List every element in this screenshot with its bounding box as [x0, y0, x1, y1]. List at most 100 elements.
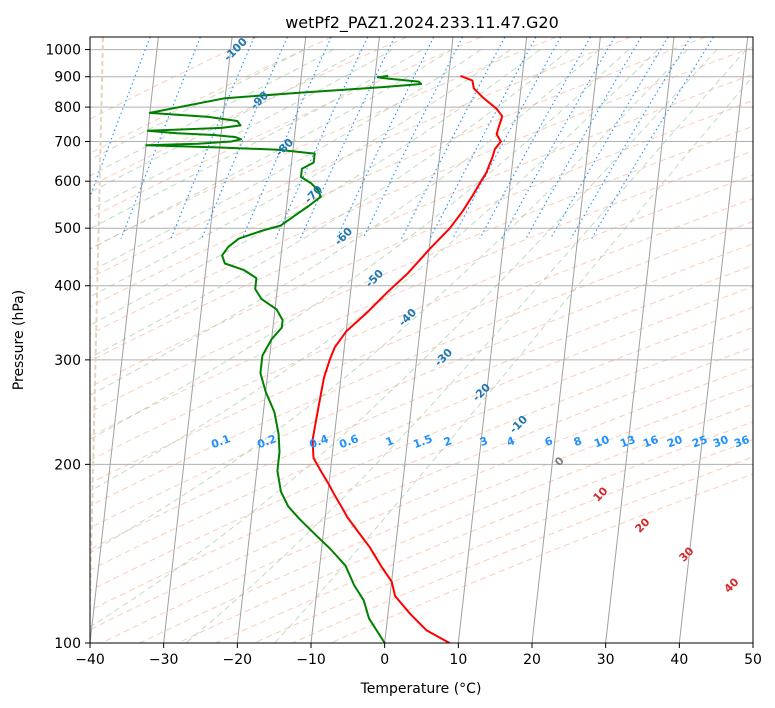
mixing-ratio-label: 10	[592, 433, 611, 451]
dry-adiabat	[90, 125, 753, 413]
mixing-ratio-line	[479, 37, 591, 239]
isotherm-line	[457, 37, 528, 643]
y-tick-label: 200	[54, 457, 81, 473]
mixing-ratio-label: 8	[572, 434, 584, 449]
mixing-ratio-label: 6	[543, 434, 555, 449]
y-tick-label: 500	[54, 221, 81, 237]
reference-curves	[90, 37, 104, 643]
x-tick-label: 30	[597, 652, 615, 668]
mixing-ratio-line	[452, 37, 562, 239]
mixing-ratio-line	[591, 37, 714, 239]
dry-adiabat	[90, 306, 753, 591]
isotherm-line	[90, 37, 159, 643]
isotherm-line	[384, 37, 454, 643]
mixing-ratio-label: 25	[690, 433, 709, 450]
temperature-profile-line	[311, 74, 504, 643]
dry-adiabat	[90, 174, 753, 461]
y-tick-label: 600	[54, 174, 81, 190]
x-tick-label: 10	[449, 652, 467, 668]
mixing-ratio-lines	[90, 37, 714, 239]
mixing-ratio-label: 36	[732, 433, 751, 451]
mixing-ratio-label: 0.2	[255, 432, 278, 451]
mixing-ratio-label: 0.1	[209, 432, 232, 451]
dry-adiabat	[90, 37, 631, 279]
x-tick-label: 20	[523, 652, 541, 668]
x-axis-ticks: −40 −30 −20 −10 0 10 20 30 40 50	[75, 643, 762, 668]
x-tick-label: 0	[380, 652, 389, 668]
moist-adiabat	[90, 49, 335, 177]
moist-adiabat	[90, 49, 718, 628]
mixing-ratio-label: 13	[618, 433, 637, 450]
y-tick-label: 700	[54, 134, 81, 150]
isotherm-line	[678, 37, 749, 643]
plot-area: -100-90-80-70-60-50-40-30-20-100.1 0.2 0.4…	[90, 37, 753, 643]
x-axis-label: Temperature (°C)	[360, 681, 482, 697]
dry-adiabat	[90, 150, 753, 437]
dry-adiabat	[90, 37, 333, 154]
x-tick-label: 40	[670, 652, 688, 668]
mixing-ratio-line	[401, 37, 506, 239]
mixing-ratio-label: 30	[711, 433, 730, 451]
dry-adiabat	[90, 346, 753, 631]
mixing-ratio-label: 1.5	[411, 432, 434, 451]
mixing-ratio-line	[299, 37, 395, 239]
mixing-ratio-line	[501, 37, 616, 239]
mixing-ratio-line	[362, 37, 464, 239]
x-tick-label: 50	[744, 652, 762, 668]
isotherm-line	[163, 37, 233, 643]
dry-adiabats	[90, 37, 753, 643]
y-tick-label: 400	[54, 279, 81, 295]
mixing-ratio-line	[275, 37, 369, 239]
dry-adiabat	[90, 243, 753, 529]
moist-adiabat	[90, 49, 482, 273]
mixing-ratio-line	[525, 37, 642, 239]
mixing-ratio-line	[570, 37, 692, 239]
y-tick-label: 100	[54, 636, 81, 652]
mixing-ratio-line	[335, 37, 435, 239]
x-tick-label: −40	[75, 652, 105, 668]
moist-adiabat	[90, 49, 452, 250]
mixing-ratio-line	[550, 37, 669, 239]
x-tick-label: −20	[223, 652, 253, 668]
y-tick-label: 300	[54, 353, 81, 369]
mixing-ratio-label: 1	[384, 434, 396, 449]
y-tick-label: 1000	[45, 43, 81, 59]
moist-adiabat	[90, 49, 570, 359]
x-tick-label: −10	[296, 652, 326, 668]
mixing-ratio-label: 16	[641, 433, 660, 451]
mixing-ratio-label: 2	[442, 434, 454, 449]
mixing-ratio-line	[120, 37, 201, 239]
x-tick-label: −30	[149, 652, 179, 668]
moist-adiabat	[90, 49, 659, 492]
skewed-isotherms	[90, 37, 753, 643]
y-axis-label: Pressure (hPa)	[11, 290, 27, 390]
mixing-ratio-label: 0.4	[307, 432, 330, 451]
moist-adiabat	[274, 75, 753, 643]
moist-adiabat	[90, 49, 511, 298]
reference-curve	[90, 37, 104, 643]
dry-adiabat	[90, 220, 753, 507]
mixing-ratio-label: 4	[505, 434, 517, 449]
dry-adiabat	[90, 73, 753, 362]
mixing-ratio-label: 0.6	[337, 432, 360, 451]
moist-adiabat	[90, 49, 423, 230]
moist-adiabat	[185, 49, 747, 643]
moist-adiabat	[90, 49, 688, 554]
y-tick-label: 800	[54, 100, 81, 116]
plot-frame	[89, 36, 754, 644]
mixing-ratio-line	[429, 37, 537, 239]
isobar-gridlines	[90, 49, 753, 643]
isotherm-line	[531, 37, 601, 643]
mixing-ratio-label: 3	[478, 434, 490, 449]
y-tick-label: 900	[54, 70, 81, 86]
dry-adiabat	[90, 37, 557, 250]
sounding-series	[145, 74, 504, 643]
dry-adiabat	[90, 286, 753, 571]
y-axis-ticks: 1000 900 800 700 600 500 400 300 200 100	[45, 43, 90, 652]
isotherm-line	[605, 37, 675, 643]
chart-title: wetPf2_PAZ1.2024.233.11.47.G20	[285, 13, 559, 33]
moist-adiabat	[90, 49, 600, 396]
mixing-ratio-label: 20	[665, 433, 684, 451]
dry-adiabat	[101, 365, 753, 643]
